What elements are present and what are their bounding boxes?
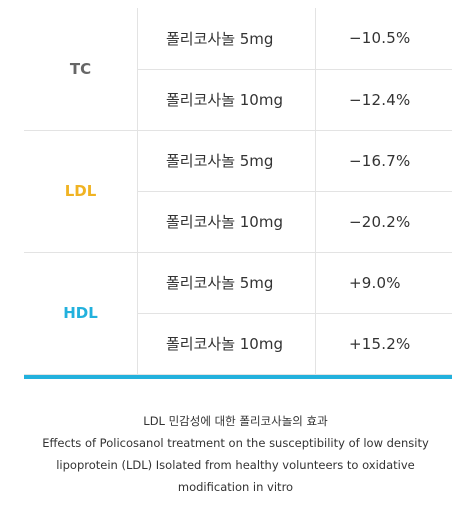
value-cell: +15.2%: [315, 312, 452, 375]
caption-korean: LDL 민감성에 대한 폴리코사놀의 효과: [143, 414, 328, 428]
table-row: TC 폴리코사놀 5mg −10.5%: [24, 8, 452, 131]
treatment-cell: 폴리코사놀 10mg: [137, 312, 316, 375]
value-cell: −10.5%: [315, 8, 452, 70]
group-label-tc: TC: [24, 8, 138, 131]
caption-english-line-1: Effects of Policosanol treatment on the …: [42, 436, 429, 450]
treatment-cell: 폴리코사놀 5mg: [137, 129, 316, 192]
table-bottom-rule: [24, 374, 452, 379]
table-row: 폴리코사놀 10mg +15.2%: [24, 312, 452, 375]
treatment-cell: 폴리코사놀 10mg: [137, 190, 316, 253]
group-label-hdl: HDL: [24, 251, 138, 375]
treatment-cell: 폴리코사놀 5mg: [137, 251, 316, 314]
value-cell: +9.0%: [315, 251, 452, 314]
table-row: 폴리코사놀 10mg −12.4%: [24, 68, 452, 131]
group-label-ldl: LDL: [24, 129, 138, 253]
treatment-cell: 폴리코사놀 10mg: [137, 68, 316, 131]
value-cell: −16.7%: [315, 129, 452, 192]
value-cell: −20.2%: [315, 190, 452, 253]
table-row: 폴리코사놀 10mg −20.2%: [24, 190, 452, 253]
table-caption: LDL 민감성에 대한 폴리코사놀의 효과 Effects of Policos…: [0, 410, 471, 498]
caption-english-line-2: lipoprotein (LDL) Isolated from healthy …: [56, 458, 415, 472]
table-row: HDL 폴리코사놀 5mg +9.0%: [24, 251, 452, 375]
policosanol-results-table: TC 폴리코사놀 5mg −10.5% 폴리코사놀 10mg −12.4% LD…: [24, 8, 452, 375]
value-cell: −12.4%: [315, 68, 452, 131]
results-table-container: TC 폴리코사놀 5mg −10.5% 폴리코사놀 10mg −12.4% LD…: [24, 8, 452, 379]
table-row: LDL 폴리코사놀 5mg −16.7%: [24, 129, 452, 253]
treatment-cell: 폴리코사놀 5mg: [137, 8, 316, 70]
caption-english-line-3: modification in vitro: [177, 480, 294, 494]
